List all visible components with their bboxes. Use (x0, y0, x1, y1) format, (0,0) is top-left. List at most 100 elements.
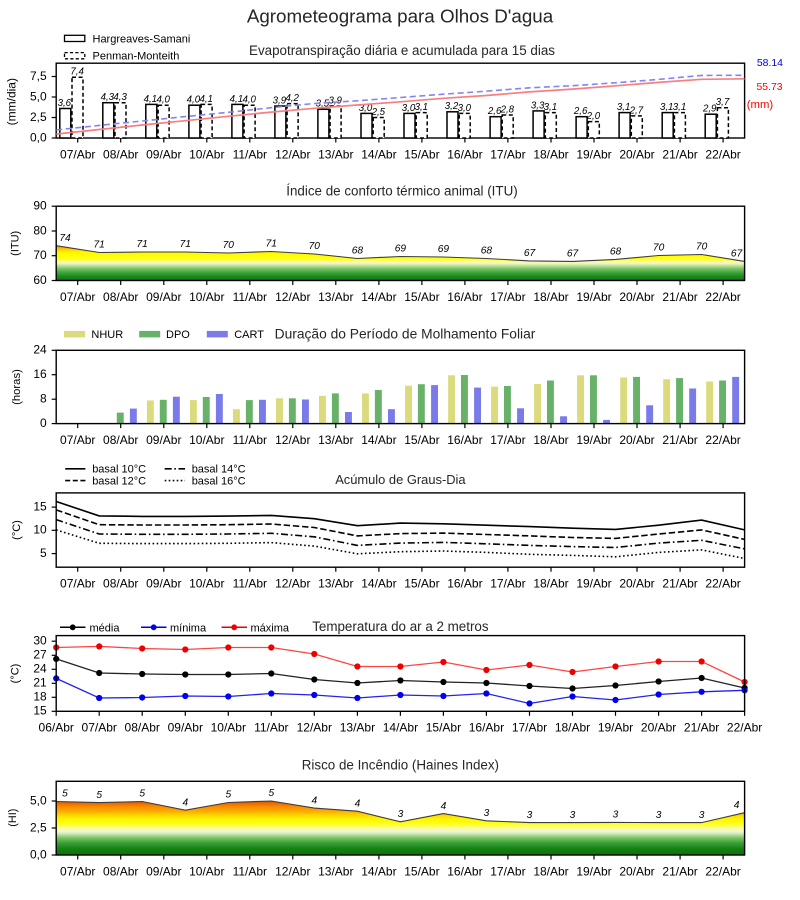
svg-text:3: 3 (699, 810, 705, 821)
svg-text:2,7: 2,7 (629, 105, 644, 116)
svg-text:3,1: 3,1 (660, 102, 673, 113)
svg-text:19/Abr: 19/Abr (576, 864, 611, 878)
svg-text:17/Abr: 17/Abr (490, 433, 525, 447)
svg-text:70: 70 (653, 243, 665, 254)
svg-text:07/Abr: 07/Abr (82, 721, 117, 735)
svg-text:Agrometeograma para Olhos D'ag: Agrometeograma para Olhos D'agua (247, 6, 554, 27)
svg-text:Acúmulo de Graus-Dia: Acúmulo de Graus-Dia (335, 472, 466, 487)
svg-text:4: 4 (182, 797, 188, 808)
svg-text:71: 71 (94, 240, 105, 251)
svg-text:08/Abr: 08/Abr (125, 721, 160, 735)
svg-text:09/Abr: 09/Abr (168, 721, 203, 735)
svg-text:30: 30 (33, 634, 47, 648)
svg-text:2,5: 2,5 (30, 820, 47, 834)
svg-text:22/Abr: 22/Abr (705, 290, 740, 304)
svg-text:09/Abr: 09/Abr (146, 577, 181, 591)
svg-text:2,8: 2,8 (500, 104, 515, 115)
svg-text:2,6: 2,6 (487, 106, 502, 117)
svg-text:11/Abr: 11/Abr (233, 147, 267, 161)
svg-text:68: 68 (610, 247, 622, 258)
svg-text:90: 90 (33, 199, 47, 213)
svg-text:09/Abr: 09/Abr (146, 290, 181, 304)
svg-text:71: 71 (266, 239, 277, 250)
svg-text:3,1: 3,1 (544, 102, 557, 113)
svg-text:4,1: 4,1 (199, 94, 212, 105)
svg-text:15/Abr: 15/Abr (404, 147, 439, 161)
svg-text:7,4: 7,4 (70, 67, 84, 78)
svg-text:DPO: DPO (166, 329, 190, 341)
svg-text:55.73: 55.73 (757, 82, 783, 93)
svg-text:0: 0 (40, 416, 47, 430)
svg-text:5,0: 5,0 (30, 793, 47, 807)
svg-text:15/Abr: 15/Abr (426, 721, 461, 735)
svg-text:3,0: 3,0 (402, 103, 416, 114)
svg-text:19/Abr: 19/Abr (576, 433, 611, 447)
svg-text:7,5: 7,5 (30, 69, 47, 83)
svg-text:16/Abr: 16/Abr (447, 577, 482, 591)
svg-text:07/Abr: 07/Abr (60, 864, 95, 878)
svg-text:17/Abr: 17/Abr (490, 864, 525, 878)
svg-text:71: 71 (137, 239, 148, 250)
svg-text:24: 24 (33, 662, 47, 676)
svg-text:3,1: 3,1 (415, 102, 428, 113)
svg-text:2,5: 2,5 (371, 107, 386, 118)
svg-text:Evapotranspiração diária e acu: Evapotranspiração diária e acumulada par… (249, 43, 555, 58)
svg-text:3,2: 3,2 (445, 101, 459, 112)
svg-text:0,0: 0,0 (30, 847, 47, 861)
svg-text:13/Abr: 13/Abr (318, 147, 353, 161)
svg-text:5: 5 (62, 789, 68, 800)
svg-text:17/Abr: 17/Abr (512, 721, 547, 735)
svg-text:4,0: 4,0 (242, 95, 256, 106)
svg-text:5,0: 5,0 (30, 89, 47, 103)
svg-text:67: 67 (731, 249, 743, 260)
svg-text:(ITU): (ITU) (10, 231, 22, 256)
svg-text:22/Abr: 22/Abr (705, 147, 740, 161)
svg-text:4,3: 4,3 (101, 92, 115, 103)
svg-text:4,3: 4,3 (113, 92, 127, 103)
svg-text:14/Abr: 14/Abr (361, 864, 396, 878)
svg-text:14/Abr: 14/Abr (361, 147, 396, 161)
svg-text:14/Abr: 14/Abr (361, 290, 396, 304)
svg-text:14/Abr: 14/Abr (383, 721, 418, 735)
svg-text:10/Abr: 10/Abr (189, 433, 224, 447)
svg-text:09/Abr: 09/Abr (146, 864, 181, 878)
svg-text:08/Abr: 08/Abr (103, 577, 138, 591)
svg-text:07/Abr: 07/Abr (60, 577, 95, 591)
svg-text:3,9: 3,9 (273, 95, 287, 106)
svg-text:máxima: máxima (251, 622, 290, 634)
svg-text:10/Abr: 10/Abr (189, 864, 224, 878)
svg-text:07/Abr: 07/Abr (60, 290, 95, 304)
svg-text:18/Abr: 18/Abr (533, 147, 568, 161)
svg-text:21/Abr: 21/Abr (662, 864, 697, 878)
svg-text:4,0: 4,0 (156, 95, 170, 106)
svg-text:4,0: 4,0 (187, 95, 201, 106)
svg-text:22/Abr: 22/Abr (727, 721, 762, 735)
svg-text:(mm): (mm) (747, 99, 774, 111)
svg-text:70: 70 (696, 242, 708, 253)
svg-text:CART: CART (234, 329, 264, 341)
svg-text:15/Abr: 15/Abr (404, 864, 439, 878)
svg-text:16/Abr: 16/Abr (447, 864, 482, 878)
svg-text:69: 69 (395, 244, 407, 255)
svg-text:69: 69 (438, 244, 450, 255)
svg-text:3,0: 3,0 (359, 103, 373, 114)
svg-text:20/Abr: 20/Abr (641, 721, 676, 735)
svg-text:68: 68 (481, 246, 493, 257)
svg-text:13/Abr: 13/Abr (318, 290, 353, 304)
svg-text:(HI): (HI) (7, 809, 19, 827)
svg-text:12/Abr: 12/Abr (275, 147, 310, 161)
svg-text:3,0: 3,0 (458, 103, 472, 114)
svg-text:16/Abr: 16/Abr (447, 290, 482, 304)
svg-text:08/Abr: 08/Abr (103, 147, 138, 161)
svg-text:11/Abr: 11/Abr (254, 721, 288, 735)
svg-text:19/Abr: 19/Abr (576, 577, 611, 591)
svg-text:19/Abr: 19/Abr (598, 721, 633, 735)
svg-text:15/Abr: 15/Abr (404, 433, 439, 447)
svg-text:Índice de conforto térmico ani: Índice de conforto térmico animal (ITU) (286, 184, 517, 199)
svg-text:22/Abr: 22/Abr (705, 864, 740, 878)
svg-text:média: média (90, 622, 121, 634)
svg-text:21/Abr: 21/Abr (684, 721, 719, 735)
svg-text:60: 60 (33, 273, 47, 287)
svg-text:3,6: 3,6 (58, 98, 72, 109)
svg-text:3,9: 3,9 (328, 95, 342, 106)
